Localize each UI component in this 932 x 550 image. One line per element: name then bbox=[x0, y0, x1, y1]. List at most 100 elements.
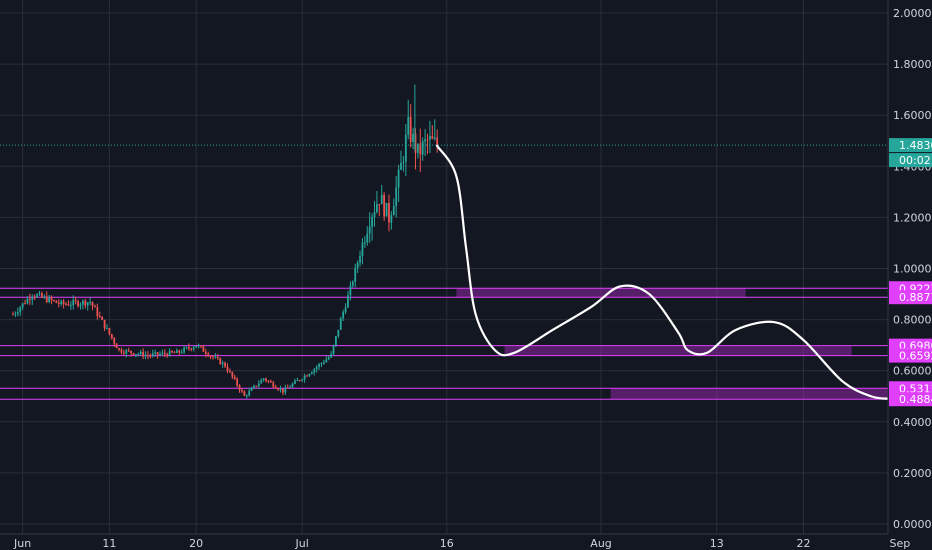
candle-body bbox=[204, 351, 207, 354]
candle bbox=[135, 354, 137, 358]
candle-body bbox=[243, 391, 246, 396]
candle-body bbox=[137, 353, 140, 355]
candle bbox=[385, 202, 388, 217]
candle-body bbox=[173, 352, 176, 354]
candle bbox=[371, 213, 373, 241]
candle-body bbox=[50, 297, 53, 301]
candle-body bbox=[28, 298, 31, 300]
candle-body bbox=[383, 194, 386, 217]
candle bbox=[233, 374, 236, 381]
candle bbox=[50, 295, 53, 305]
candle-body bbox=[147, 354, 149, 356]
candle bbox=[359, 250, 361, 267]
candle bbox=[291, 382, 294, 388]
candle bbox=[16, 307, 19, 317]
candle bbox=[171, 350, 173, 354]
candle-body bbox=[282, 388, 284, 393]
price-zone bbox=[610, 388, 920, 400]
candle-body bbox=[388, 202, 390, 223]
y-tick-label: 0.0000 bbox=[893, 518, 932, 531]
candle bbox=[248, 387, 251, 397]
candle bbox=[91, 301, 94, 311]
candle bbox=[400, 150, 402, 171]
candle bbox=[361, 238, 364, 265]
candle bbox=[72, 295, 75, 310]
price-line-badge-background bbox=[889, 392, 932, 407]
candle bbox=[238, 384, 241, 393]
candle-body bbox=[421, 141, 424, 155]
candle bbox=[269, 379, 272, 383]
candle-body bbox=[402, 161, 405, 163]
candle bbox=[89, 297, 92, 306]
candle-body bbox=[320, 363, 323, 365]
candle-body bbox=[67, 304, 70, 306]
price-line-badge-background bbox=[889, 348, 932, 363]
candle-body bbox=[429, 136, 431, 140]
candle bbox=[173, 351, 176, 354]
candle-body bbox=[245, 395, 248, 397]
y-tick-label: 1.2000 bbox=[893, 211, 932, 224]
candle-body bbox=[163, 352, 166, 355]
projection-drawing[interactable] bbox=[436, 144, 892, 400]
candle-body bbox=[279, 388, 282, 390]
candle-body bbox=[330, 353, 333, 358]
y-tick-label: 0.4000 bbox=[893, 416, 932, 429]
candle bbox=[108, 327, 111, 336]
candle bbox=[342, 309, 345, 322]
candle bbox=[429, 120, 431, 154]
candle-body bbox=[267, 380, 270, 382]
candle bbox=[243, 390, 246, 397]
x-tick-label: 22 bbox=[796, 537, 810, 550]
candle bbox=[426, 133, 429, 155]
candle-body bbox=[53, 300, 55, 302]
projection-curve[interactable] bbox=[436, 144, 892, 400]
candle bbox=[14, 311, 17, 318]
candle-body bbox=[43, 296, 46, 298]
candle-body bbox=[373, 212, 376, 218]
candle bbox=[67, 300, 70, 307]
candle bbox=[53, 299, 55, 302]
candle bbox=[156, 351, 159, 359]
candle-body bbox=[400, 162, 402, 170]
candle bbox=[298, 379, 301, 382]
candle-body bbox=[31, 296, 34, 300]
candle-body bbox=[356, 262, 359, 268]
candle-body bbox=[342, 311, 345, 319]
candle-body bbox=[407, 116, 410, 135]
candle-body bbox=[431, 136, 434, 139]
candle-body bbox=[151, 353, 154, 356]
x-tick-label: Jul bbox=[295, 537, 309, 550]
candle-body bbox=[135, 354, 137, 356]
candle bbox=[330, 351, 333, 359]
candle bbox=[303, 373, 306, 383]
candle bbox=[195, 345, 198, 348]
candle bbox=[69, 300, 72, 310]
candle-body bbox=[142, 352, 145, 357]
time-axis[interactable]: Jun 11 20 Jul 16 Aug 13 22 Sep bbox=[13, 537, 910, 550]
candle bbox=[180, 349, 183, 354]
candle-body bbox=[221, 362, 224, 365]
candle-body bbox=[433, 137, 436, 139]
x-tick-label: 13 bbox=[710, 537, 724, 550]
candle-body bbox=[65, 304, 67, 306]
candle-body bbox=[81, 300, 84, 305]
price-axis[interactable]: 2.00001.80001.60001.40001.20001.00000.80… bbox=[893, 7, 932, 531]
candle bbox=[151, 349, 154, 358]
candle-body bbox=[171, 350, 173, 353]
candle bbox=[96, 303, 99, 320]
price-axis-background[interactable] bbox=[888, 0, 932, 550]
candle-body bbox=[339, 318, 342, 330]
candle bbox=[257, 380, 260, 389]
candle-body bbox=[344, 307, 347, 312]
candle-body bbox=[94, 305, 96, 308]
x-tick-label: Sep bbox=[890, 537, 911, 550]
y-tick-label: 1.0000 bbox=[893, 263, 932, 276]
candle-body bbox=[175, 350, 178, 353]
candle-body bbox=[354, 267, 357, 282]
candle-body bbox=[156, 352, 159, 355]
candle bbox=[130, 350, 132, 357]
candle-body bbox=[130, 350, 132, 354]
candle bbox=[12, 311, 14, 316]
